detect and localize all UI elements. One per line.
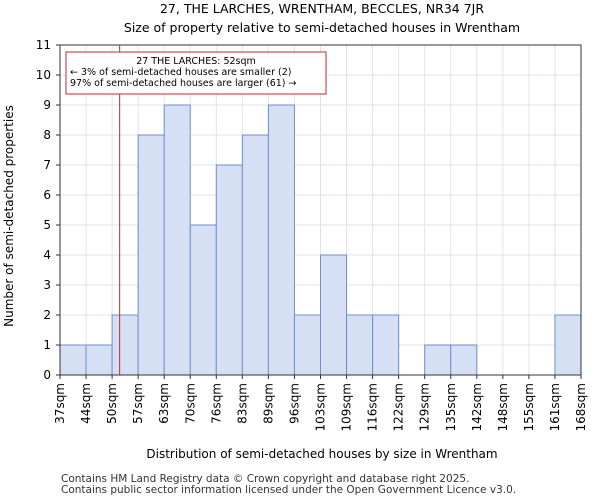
y-tick-label: 9 (43, 98, 51, 112)
y-tick-label: 11 (36, 38, 51, 52)
x-axis: 37sqm 44sqm 50sqm 57sqm 63sqm 70sqm 76sqm 83sqm… (53, 375, 588, 431)
x-tick-label: 37sqm (53, 383, 67, 424)
x-tick-label: 70sqm (183, 383, 197, 424)
bar-70sqm (189, 224, 217, 376)
y-tick-label: 6 (43, 188, 51, 202)
x-tick-label: 135sqm (444, 383, 458, 431)
footer-licence: Contains public sector information licen… (61, 484, 517, 496)
bar-103sqm (320, 254, 348, 376)
bar-83sqm (241, 134, 269, 376)
x-tick-label: 44sqm (79, 383, 93, 424)
x-tick-label: 129sqm (418, 383, 432, 431)
x-tick-label: 103sqm (314, 383, 328, 431)
x-axis-label: Distribution of semi-detached houses by … (146, 447, 497, 461)
y-tick-label: 10 (36, 68, 51, 82)
y-tick-label: 0 (43, 368, 51, 382)
x-tick-label: 148sqm (496, 383, 510, 431)
annotation-line-2: ← 3% of semi-detached houses are smaller… (70, 67, 291, 78)
bar-116sqm (372, 314, 400, 376)
y-tick-label: 8 (43, 128, 51, 142)
x-tick-label: 50sqm (105, 383, 119, 424)
x-tick-label: 96sqm (287, 383, 301, 424)
footer-copyright: Contains HM Land Registry data © Crown c… (61, 473, 470, 485)
x-tick-label: 63sqm (157, 383, 171, 424)
y-axis: 0 1 2 3 4 5 6 7 8 9 10 11 (36, 38, 60, 382)
annotation-box (65, 51, 327, 95)
x-tick-label: 109sqm (340, 383, 354, 431)
annotation-line-3: 97% of semi-detached houses are larger (… (70, 78, 297, 89)
bars (59, 104, 582, 376)
y-tick-label: 5 (43, 218, 51, 232)
bar-89sqm (267, 104, 295, 376)
bar-57sqm (137, 134, 165, 376)
x-tick-label: 161sqm (548, 383, 562, 431)
x-tick-label: 122sqm (392, 383, 406, 431)
x-tick-label: 57sqm (131, 383, 145, 424)
bar-44sqm (85, 344, 113, 376)
bar-50sqm (111, 314, 139, 376)
y-tick-label: 2 (43, 308, 51, 322)
x-tick-label: 83sqm (235, 383, 249, 424)
y-axis-label: Number of semi-detached properties (2, 105, 16, 327)
x-tick-label: 155sqm (522, 383, 536, 431)
bar-129sqm (424, 344, 452, 376)
chart-subtitle: Size of property relative to semi-detach… (124, 20, 520, 35)
bar-161sqm (554, 314, 582, 376)
bar-37sqm (59, 344, 87, 376)
x-tick-label: 116sqm (366, 383, 380, 431)
x-tick-label: 142sqm (470, 383, 484, 431)
y-tick-label: 4 (43, 248, 51, 262)
y-tick-label: 1 (43, 338, 51, 352)
x-tick-label: 76sqm (209, 383, 223, 424)
bar-135sqm (450, 344, 478, 376)
x-tick-label: 168sqm (574, 383, 588, 431)
property-marker: 27 THE LARCHES: 52sqm← 3% of semi-detach… (65, 45, 327, 375)
y-tick-label: 3 (43, 278, 51, 292)
bar-76sqm (215, 164, 243, 376)
chart-title: 27, THE LARCHES, WRENTHAM, BECCLES, NR34… (160, 1, 484, 16)
bar-109sqm (346, 314, 374, 376)
annotation-line-1: 27 THE LARCHES: 52sqm (136, 56, 256, 67)
y-tick-label: 7 (43, 158, 51, 172)
x-tick-label: 89sqm (261, 383, 275, 424)
bar-63sqm (163, 104, 191, 376)
bar-96sqm (293, 314, 322, 376)
